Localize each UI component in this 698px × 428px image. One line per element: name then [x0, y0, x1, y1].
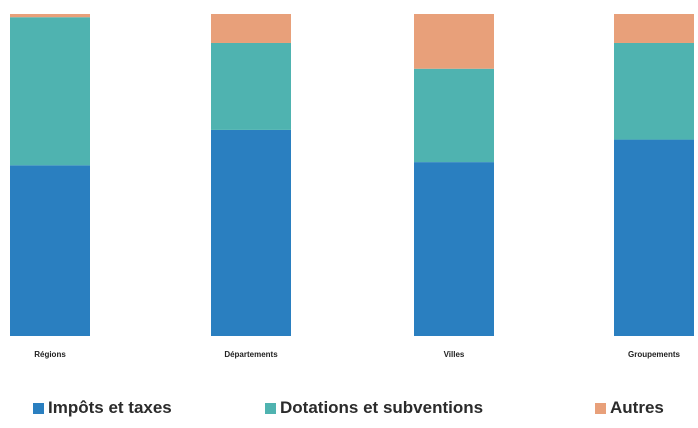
- bar-segment-impots-1: [211, 129, 291, 336]
- chart-legend: Impôts et taxes Dotations et subventions…: [0, 398, 698, 428]
- legend-label-impots: Impôts et taxes: [48, 398, 172, 417]
- bar-segment-impots-2: [414, 162, 494, 336]
- bar-segment-dotations-3: [614, 42, 694, 140]
- legend-item-autres: Autres: [595, 398, 664, 418]
- bar-segment-impots-3: [614, 139, 694, 336]
- legend-swatch-impots: [33, 402, 44, 414]
- legend-swatch-dotations: [265, 402, 276, 414]
- bar-segment-dotations-1: [211, 42, 291, 130]
- bar-segment-autres-1: [211, 14, 291, 43]
- x-tick-label-0: Régions: [34, 350, 66, 359]
- legend-item-dotations: Dotations et subventions: [265, 398, 483, 418]
- bar-segment-dotations-2: [414, 68, 494, 163]
- legend-swatch-autres: [595, 402, 606, 414]
- x-tick-label-2: Villes: [444, 350, 465, 359]
- bar-segment-autres-3: [614, 14, 694, 43]
- legend-label-autres: Autres: [610, 398, 664, 417]
- legend-label-dotations: Dotations et subventions: [280, 398, 484, 417]
- legend-item-impots: Impôts et taxes: [33, 398, 172, 418]
- x-tick-label-3: Groupements: [628, 350, 681, 359]
- bar-segment-impots-0: [10, 165, 90, 336]
- bar-segment-autres-0: [10, 14, 90, 18]
- bar-segment-dotations-0: [10, 17, 90, 166]
- bar-segment-autres-2: [414, 14, 494, 69]
- x-tick-label-1: Départements: [224, 350, 278, 359]
